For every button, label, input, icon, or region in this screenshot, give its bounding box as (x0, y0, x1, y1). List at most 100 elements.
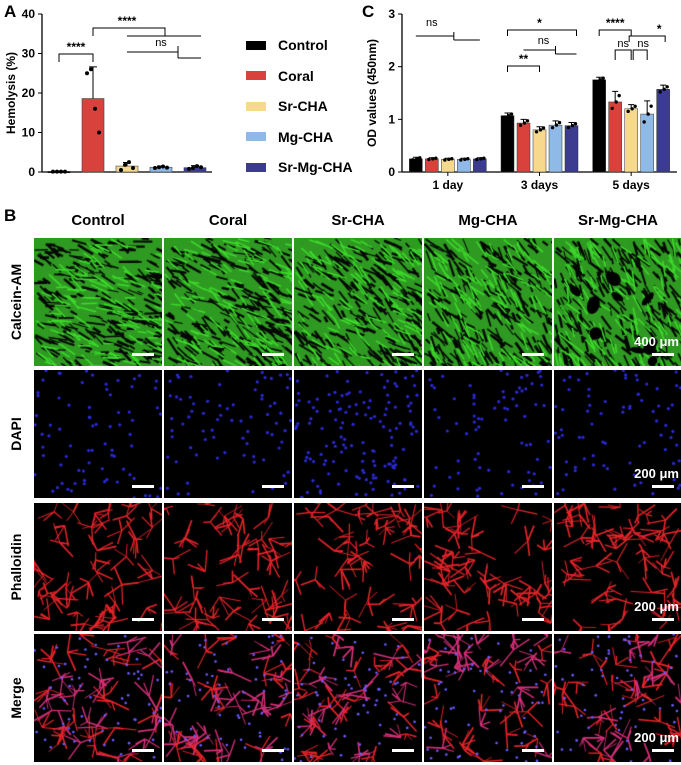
data-point (51, 169, 55, 174)
data-point (570, 123, 575, 128)
significance-bracket (555, 46, 577, 55)
data-point (434, 156, 438, 160)
y-tick-label: 3 (388, 7, 395, 21)
scale-bar (392, 618, 414, 621)
micrograph-dapi-sr-cha (294, 370, 422, 498)
data-point (466, 157, 470, 161)
data-point (463, 157, 467, 162)
data-point (614, 100, 618, 104)
micrograph-image (34, 238, 162, 366)
significance-label: **** (606, 16, 625, 30)
micrograph-image (424, 370, 552, 498)
column-header-coral: Coral (208, 212, 248, 229)
legend-swatch (246, 40, 266, 50)
y-tick-label: 2 (388, 60, 395, 74)
legend-swatch (246, 101, 266, 111)
significance-label: ns (155, 37, 167, 49)
data-point (55, 169, 59, 174)
data-point (538, 128, 543, 132)
data-point (127, 160, 131, 165)
data-point (427, 157, 431, 162)
column-header-sr-mg-cha: Sr-Mg-CHA (578, 212, 658, 229)
bar-sr-cha (624, 108, 638, 173)
y-tick-label: 0 (28, 165, 35, 179)
data-point (475, 157, 479, 162)
micrograph-calcein-am-mg-cha (424, 238, 552, 366)
data-point (97, 130, 101, 135)
micrograph-merge-sr-cha (294, 634, 422, 762)
micrograph-image (164, 503, 292, 631)
panel-label-b: B (4, 206, 17, 225)
legend-item-control: Control (246, 30, 353, 61)
data-point (662, 87, 666, 92)
data-point (518, 123, 523, 127)
data-point (411, 158, 415, 162)
micrograph-dapi-control (34, 370, 162, 498)
significance-label: ns (637, 38, 649, 50)
data-point (573, 122, 578, 126)
column-header-control: Control (71, 212, 125, 229)
legend-label: Coral (278, 67, 314, 84)
micrograph-image (164, 634, 292, 762)
x-tick-label: 1 day (432, 178, 463, 192)
significance-label: ns (538, 35, 550, 47)
data-point (165, 165, 169, 170)
bar-mg-cha (640, 113, 654, 173)
micrograph-phalloidin-coral (164, 503, 292, 631)
data-point (153, 166, 157, 171)
scale-bar (132, 749, 154, 752)
scale-bar (522, 618, 544, 621)
column-header-mg-cha: Mg-CHA (458, 212, 518, 229)
micrograph-image (424, 238, 552, 366)
significance-bracket (58, 53, 94, 62)
significance-label: ns (617, 38, 629, 50)
data-point (646, 112, 650, 116)
significance-label: **** (67, 40, 86, 54)
significance-label: * (537, 16, 542, 30)
data-point (85, 71, 89, 76)
row-label-calcein-am: Calcein-AM (8, 263, 24, 341)
row-label-phalloidin: Phalloidin (8, 533, 24, 601)
scale-bar (652, 749, 674, 752)
hemolysis-chart: 0 10 20 30 40 Hemolysis (%) **** **** ns (4, 7, 212, 179)
data-point (633, 104, 637, 108)
micrograph-image (294, 238, 422, 366)
panel-label-a: A (4, 2, 17, 21)
scale-bar-label: 200 μm (634, 599, 679, 614)
data-point (610, 106, 614, 110)
micrograph-image (164, 370, 292, 498)
data-point (522, 121, 527, 125)
micrograph-phalloidin-sr-cha (294, 503, 422, 631)
micrograph-dapi-mg-cha (424, 370, 552, 498)
data-point (63, 169, 67, 174)
y-axis-label: Hemolysis (%) (4, 52, 18, 134)
scale-bar (652, 353, 674, 356)
significance-bracket (453, 32, 480, 41)
data-point (482, 156, 486, 160)
bar-mg-cha (548, 124, 563, 173)
legend-label: Mg-CHA (278, 128, 334, 145)
scale-bar (132, 618, 154, 621)
x-tick-label: 3 days (521, 178, 559, 192)
bar-control (409, 158, 423, 173)
significance-bracket (92, 27, 166, 36)
scale-bar-label: 400 μm (634, 334, 679, 349)
y-tick-label: 0 (388, 165, 395, 179)
significance-bracket (632, 49, 648, 60)
significance-label: **** (118, 14, 137, 28)
micrograph-calcein-am-sr-mg-cha: 400 μm (554, 238, 681, 366)
legend-item-sr-mg-cha: Sr-Mg-CHA (246, 152, 353, 183)
legend-swatch (246, 132, 266, 142)
scale-bar (392, 485, 414, 488)
micrograph-merge-mg-cha (424, 634, 552, 762)
scale-bar-label: 200 μm (634, 466, 679, 481)
significance-label: ** (519, 52, 529, 66)
scale-bar (392, 353, 414, 356)
data-point (131, 166, 135, 171)
scale-bar (522, 353, 544, 356)
data-point (415, 157, 419, 161)
data-point (658, 90, 662, 94)
legend-swatch (246, 162, 266, 172)
micrograph-image (294, 634, 422, 762)
y-tick-label: 20 (22, 86, 36, 100)
